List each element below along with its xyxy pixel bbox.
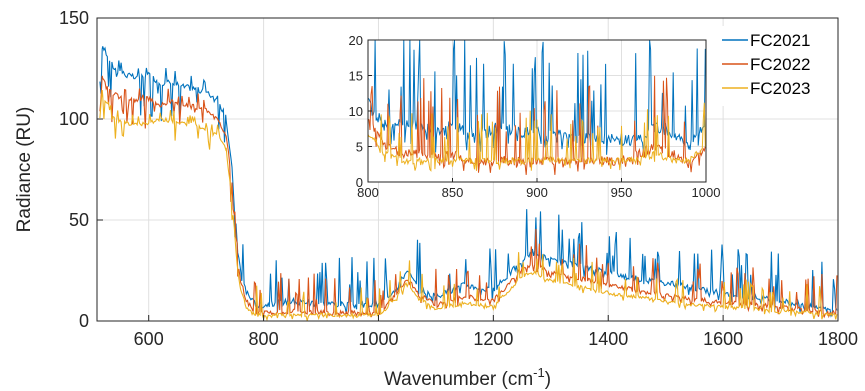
x-axis-label-main: Wavenumber (cm	[384, 369, 533, 390]
inset-x-tick-label: 800	[357, 185, 379, 200]
y-tick-label: 150	[59, 8, 89, 28]
inset-ticks: 800 850 900 950 1000 0 5 10 15 20	[349, 33, 721, 200]
x-tick-label: 800	[249, 329, 279, 349]
x-tick-label: 1200	[473, 329, 513, 349]
main-series-group	[99, 46, 838, 322]
x-tick-label: 1800	[818, 329, 858, 349]
inset-series-line-fc2023	[367, 102, 706, 172]
inset-plot-border	[367, 39, 707, 183]
legend-label-fc2022: FC2022	[750, 55, 810, 74]
y-tick-label: 0	[79, 311, 89, 331]
x-tick-label: 600	[134, 329, 164, 349]
legend-label-fc2023: FC2023	[750, 79, 810, 98]
inset-x-tick-label: 850	[442, 185, 464, 200]
inset-x-tick-label: 1000	[692, 185, 721, 200]
inset-y-tick-label: 20	[349, 33, 363, 48]
y-tick-label: 50	[69, 210, 89, 230]
inset-y-tick-label: 10	[349, 104, 363, 119]
inset-series-group	[367, 39, 706, 175]
y-tick-label: 100	[59, 109, 89, 129]
y-axis-label: Radiance (RU)	[14, 107, 35, 233]
inset-x-tick-label: 950	[611, 185, 633, 200]
main-plot-border	[96, 17, 839, 322]
inset-y-tick-label: 5	[356, 140, 363, 155]
x-axis-label: Wavenumber (cm-1)	[384, 365, 551, 390]
x-axis-label-superscript: -1	[533, 365, 545, 380]
inset-y-tick-label: 0	[356, 175, 363, 190]
inset-series-line-fc2022	[367, 75, 706, 175]
inset-y-tick-label: 15	[349, 69, 363, 84]
x-tick-label: 1600	[703, 329, 743, 349]
series-line-fc2021	[99, 46, 838, 318]
inset-x-tick-label: 900	[526, 185, 548, 200]
x-tick-label: 1400	[588, 329, 628, 349]
legend: FC2021 FC2022 FC2023	[717, 26, 833, 106]
x-axis-label-suffix: )	[545, 369, 551, 390]
legend-label-fc2021: FC2021	[750, 31, 810, 50]
series-line-fc2023	[99, 89, 838, 322]
x-tick-label: 1000	[358, 329, 398, 349]
series-line-fc2022	[99, 75, 838, 319]
